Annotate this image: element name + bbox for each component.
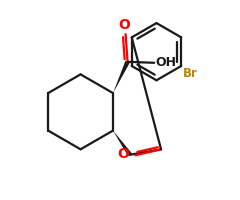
Text: O: O <box>118 147 130 161</box>
Text: Br: Br <box>183 67 198 80</box>
Text: OH: OH <box>155 56 176 69</box>
Polygon shape <box>113 61 130 93</box>
Text: O: O <box>118 18 130 32</box>
Polygon shape <box>113 131 132 156</box>
